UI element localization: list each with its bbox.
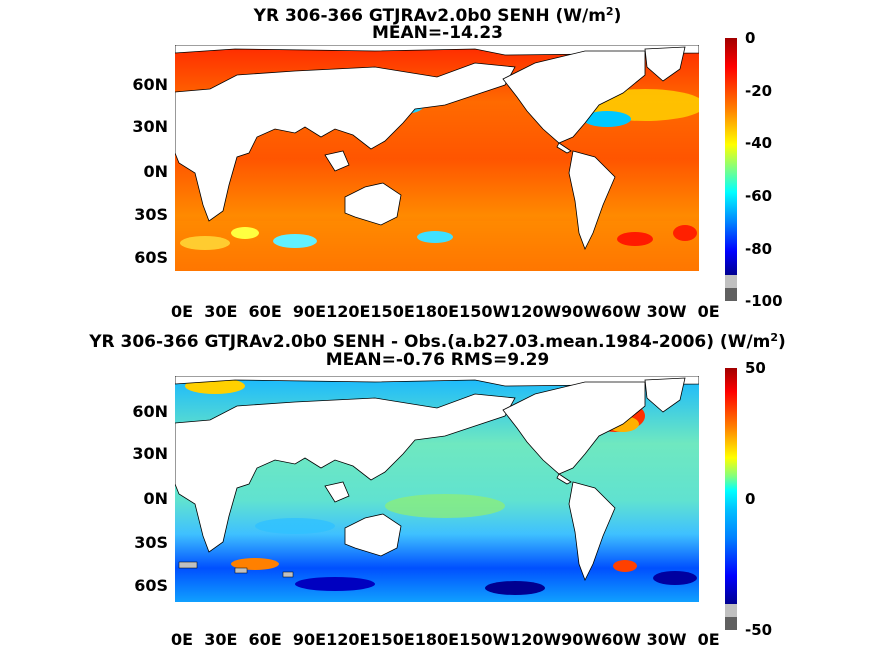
- panel2-subtitle: MEAN=-0.76 RMS=9.29: [325, 350, 550, 370]
- lat-label: 30S: [134, 205, 168, 224]
- lat-label: 60S: [134, 248, 168, 267]
- colorbar-tick: -40: [745, 134, 773, 152]
- panel2-colorbar: [725, 368, 737, 630]
- lon-label: 120E: [326, 630, 371, 649]
- panel1-subtitle: MEAN=-14.23: [372, 23, 503, 43]
- lat-label: 60S: [134, 576, 168, 595]
- lon-label: 0E: [697, 302, 720, 321]
- lon-label: 0E: [171, 630, 194, 649]
- lon-label: 90W: [561, 302, 602, 321]
- lon-label: 180E: [414, 630, 460, 649]
- lon-label: 90E: [292, 630, 327, 649]
- land-masses: [175, 45, 699, 273]
- lat-label: 60N: [132, 402, 168, 421]
- land-masses: [175, 376, 699, 581]
- lon-label: 120W: [510, 302, 562, 321]
- panel2-title: YR 306-366 GTJRAv2.0b0 SENH - Obs.(a.b27…: [89, 331, 786, 352]
- lat-label: 0N: [143, 489, 168, 508]
- colorbar-tick: 50: [745, 359, 766, 377]
- colorbar-tick: -50: [745, 621, 773, 639]
- lon-label: 30W: [646, 630, 687, 649]
- panel2-lon-axis: 0E 30E 60E 90E120E150E180E150W120W90W60W…: [171, 630, 720, 649]
- lon-label: 60E: [248, 302, 282, 321]
- lon-label: 90E: [292, 302, 327, 321]
- lon-label: 60W: [601, 630, 642, 649]
- lon-label: 150E: [370, 630, 415, 649]
- missing-patches: [178, 561, 294, 578]
- lat-label: 30N: [132, 444, 168, 463]
- lon-label: 0E: [171, 302, 194, 321]
- lon-label: 150W: [459, 630, 511, 649]
- colorbar-tick: 0: [745, 29, 756, 47]
- lon-label: 120E: [326, 302, 371, 321]
- lon-label: 60E: [248, 630, 282, 649]
- panel2-map: [175, 376, 699, 602]
- lon-label: 90W: [561, 630, 602, 649]
- lon-label: 150W: [459, 302, 511, 321]
- lon-label: 180E: [414, 302, 460, 321]
- lon-label: 150E: [370, 302, 415, 321]
- lon-label: 0E: [697, 630, 720, 649]
- panel1-map: [175, 45, 699, 273]
- lon-label: 60W: [601, 302, 642, 321]
- colorbar-tick: 0: [745, 490, 756, 508]
- panel1-colorbar: [725, 38, 737, 301]
- lat-label: 0N: [143, 162, 168, 181]
- colorbar-tick: -60: [745, 187, 773, 205]
- lon-label: 30W: [646, 302, 687, 321]
- lat-label: 30N: [132, 117, 168, 136]
- panel1-lon-axis: 0E 30E 60E 90E120E150E180E150W120W90W60W…: [171, 302, 720, 321]
- lon-label: 30E: [204, 302, 238, 321]
- lat-label: 60N: [132, 75, 168, 94]
- panel1-title: YR 306-366 GTJRAv2.0b0 SENH (W/m2): [253, 5, 622, 26]
- colorbar-tick: -100: [745, 292, 783, 310]
- lon-label: 120W: [510, 630, 562, 649]
- lat-label: 30S: [134, 533, 168, 552]
- colorbar-tick: -20: [745, 82, 773, 100]
- colorbar-tick: -80: [745, 240, 773, 258]
- lon-label: 30E: [204, 630, 238, 649]
